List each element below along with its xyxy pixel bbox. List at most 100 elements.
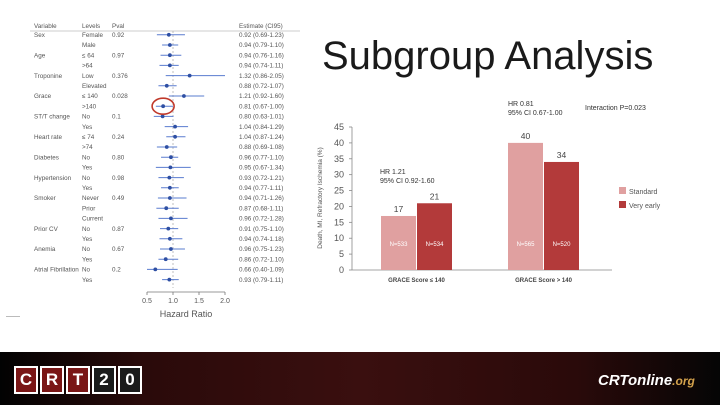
- forest-row-variable: Hypertension: [34, 175, 72, 182]
- forest-point: [164, 83, 169, 88]
- forest-point: [164, 206, 169, 211]
- forest-row-estimate: 0.93 (0.79-1.11): [239, 277, 283, 284]
- legend-swatch: [619, 201, 626, 208]
- forest-row-level: No: [82, 226, 91, 233]
- forest-point: [167, 53, 172, 58]
- forest-point: [160, 114, 165, 119]
- forest-row-variable: Anemia: [34, 246, 56, 253]
- forest-point: [167, 63, 172, 68]
- forest-point: [169, 155, 173, 160]
- bar-n-label: N=533: [390, 242, 409, 248]
- forest-row-estimate: 1.32 (0.86-2.05): [239, 73, 284, 80]
- forest-row-pval: 0.98: [112, 175, 125, 182]
- bar-category-label: GRACE Score ≤ 140: [388, 278, 445, 284]
- forest-point: [173, 124, 177, 129]
- forest-row-variable: Smoker: [34, 195, 56, 202]
- forest-row-estimate: 0.92 (0.69-1.23): [239, 32, 284, 39]
- forest-row-level: Yes: [82, 165, 92, 172]
- forest-point: [173, 134, 177, 139]
- legend-label: Very early: [629, 203, 661, 210]
- forest-row-level: Yes: [82, 256, 92, 263]
- forest-point: [163, 257, 168, 262]
- forest-row-estimate: 0.94 (0.71-1.26): [239, 195, 284, 202]
- forest-row-level: Male: [82, 42, 96, 49]
- forest-point: [169, 247, 173, 251]
- forest-row-level: No: [82, 175, 91, 182]
- logo-letter: C: [14, 366, 38, 394]
- bar-y-tick-label: 45: [334, 122, 344, 132]
- forest-row-variable: Age: [34, 52, 46, 59]
- forest-x-tick-label: 1.0: [168, 298, 178, 305]
- crtonline-logo: CRTonline.org: [598, 372, 695, 389]
- logo-letter: R: [40, 366, 64, 394]
- bar-annotation: HR 0.81: [508, 101, 534, 108]
- crtonline-logo-text: CRTonline: [598, 372, 673, 389]
- forest-row-level: ≤ 64: [82, 52, 95, 59]
- logo-letter: 2: [92, 366, 116, 394]
- forest-row-estimate: 0.88 (0.72-1.07): [239, 83, 284, 90]
- forest-x-tick-label: 0.5: [142, 298, 152, 305]
- forest-row-pval: 0.87: [112, 226, 125, 233]
- forest-point: [167, 185, 172, 190]
- forest-row-estimate: 0.80 (0.63-1.01): [239, 114, 284, 121]
- bar-category-label: GRACE Score > 140: [515, 278, 573, 284]
- forest-column-header: Estimate (CI95): [239, 23, 283, 30]
- forest-row-level: Never: [82, 195, 99, 202]
- forest-x-tick-label: 1.5: [194, 298, 204, 305]
- bar-annotation: 95% CI 0.67-1.00: [508, 110, 563, 117]
- forest-row-estimate: 0.93 (0.72-1.21): [239, 175, 284, 182]
- legend-swatch: [619, 187, 626, 194]
- forest-row-level: >74: [82, 144, 93, 151]
- forest-row-level: No: [82, 154, 91, 161]
- forest-row-level: No: [82, 246, 91, 253]
- forest-point: [169, 216, 173, 221]
- forest-row-variable: Diabetes: [34, 154, 59, 161]
- forest-row-estimate: 0.94 (0.79-1.10): [239, 42, 284, 49]
- forest-row-estimate: 0.94 (0.77-1.11): [239, 185, 283, 192]
- bar-y-tick-label: 20: [334, 201, 344, 211]
- slide-title: Subgroup Analysis: [322, 34, 654, 78]
- forest-row-level: Female: [82, 32, 103, 39]
- forest-row-level: Prior: [82, 205, 95, 212]
- legend-label: Standard: [629, 189, 658, 196]
- logo-letter: T: [66, 366, 90, 394]
- forest-row-level: ≤ 140: [82, 93, 98, 100]
- forest-point: [153, 267, 158, 272]
- forest-row-level: Yes: [82, 124, 92, 131]
- forest-row-variable: ST/T change: [34, 114, 70, 121]
- forest-row-variable: Grace: [34, 93, 52, 100]
- forest-row-estimate: 0.81 (0.67-1.00): [239, 103, 284, 110]
- forest-row-estimate: 0.88 (0.69-1.08): [239, 144, 284, 151]
- bar-y-tick-label: 35: [334, 154, 344, 164]
- forest-row-level: Yes: [82, 277, 92, 284]
- forest-row-pval: 0.97: [112, 52, 125, 59]
- forest-row-estimate: 1.21 (0.92-1.60): [239, 93, 284, 100]
- bar-n-label: N=565: [517, 242, 536, 248]
- forest-point: [167, 236, 172, 241]
- bar: [417, 203, 452, 270]
- forest-row-variable: Troponine: [34, 73, 63, 80]
- bar: [508, 142, 543, 270]
- bar-y-tick-label: 30: [334, 170, 344, 180]
- forest-point: [164, 145, 169, 149]
- forest-plot: Variable Levels Pval Estimate (CI95) Sex Fema…: [30, 23, 300, 319]
- bar-y-tick-label: 10: [334, 233, 344, 243]
- logo-letter: 0: [118, 366, 142, 394]
- forest-row-level: Low: [82, 73, 94, 80]
- bar-y-tick-label: 15: [334, 217, 344, 227]
- forest-column-header: Levels: [82, 23, 100, 30]
- forest-point: [167, 43, 172, 47]
- forest-row-estimate: 0.96 (0.72-1.28): [239, 216, 284, 223]
- forest-row-pval: 0.24: [112, 134, 125, 141]
- forest-row-level: No: [82, 114, 91, 121]
- forest-row-estimate: 0.66 (0.40-1.09): [239, 267, 284, 274]
- forest-point: [166, 32, 171, 37]
- forest-row-estimate: 0.96 (0.75-1.23): [239, 246, 284, 253]
- bar-annotation: 95% CI 0.92-1.60: [380, 178, 435, 185]
- forest-point: [167, 277, 172, 282]
- forest-point: [187, 73, 192, 78]
- forest-row-estimate: 0.94 (0.74-1.18): [239, 236, 284, 243]
- forest-row-pval: 0.49: [112, 195, 125, 202]
- forest-row-level: >64: [82, 63, 93, 70]
- footer-divider: [6, 316, 20, 317]
